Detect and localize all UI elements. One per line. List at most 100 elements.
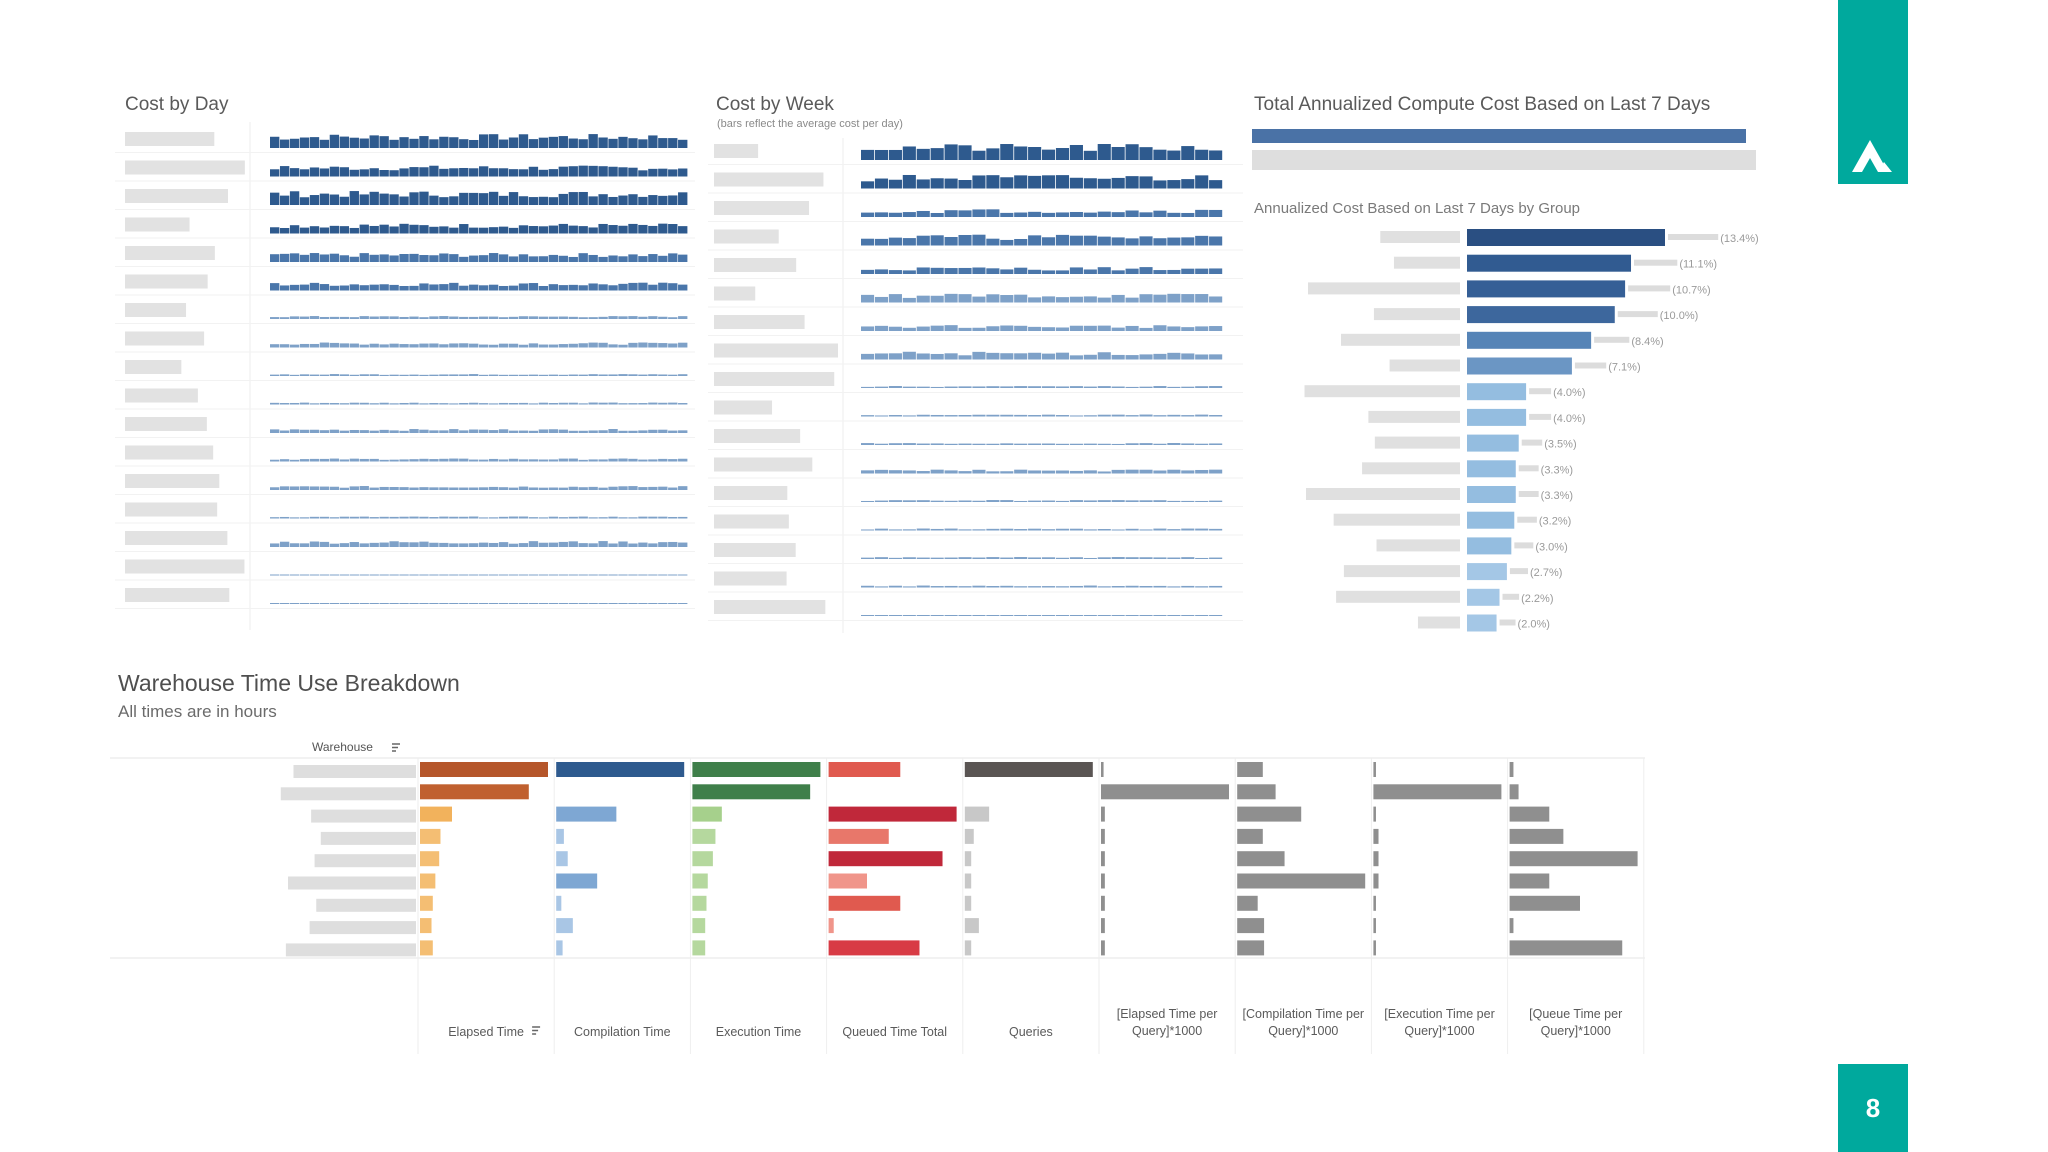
week-row-label (714, 429, 801, 443)
day-bar (618, 541, 628, 547)
day-bar (379, 459, 389, 462)
week-bar (972, 209, 986, 217)
day-bar (618, 603, 628, 604)
day-bar (469, 343, 479, 348)
day-bar (648, 374, 658, 376)
week-bar (874, 212, 889, 217)
week-bar (944, 353, 958, 360)
day-bar (648, 429, 658, 433)
week-bar (1125, 355, 1139, 360)
week-bar (944, 557, 958, 559)
day-bar (379, 284, 389, 291)
week-bar (916, 295, 930, 303)
week-bar (916, 148, 930, 160)
day-bar (439, 458, 449, 462)
day-bar (578, 430, 588, 433)
day-bar (369, 284, 379, 291)
day-bar (419, 343, 429, 348)
day-bar (369, 517, 379, 519)
week-bar (916, 414, 930, 417)
day-bar (379, 542, 389, 547)
day-bar (568, 458, 578, 462)
day-bar (429, 255, 439, 262)
week-bar (1014, 146, 1028, 160)
day-bar (419, 603, 429, 604)
day-bar (528, 517, 539, 519)
week-bar (1125, 528, 1139, 531)
day-bar (299, 197, 310, 205)
warehouse-bar (420, 940, 433, 956)
day-bar (668, 516, 678, 519)
day-bar (668, 402, 678, 405)
day-row-label (125, 217, 190, 232)
group-gray-bar (1668, 234, 1719, 240)
column-sort-icon (532, 1026, 541, 1035)
warehouse-bar (964, 828, 974, 844)
week-bar (986, 528, 1000, 531)
day-bar (618, 256, 628, 262)
week-bar (1125, 176, 1139, 189)
week-bar (1083, 178, 1097, 189)
week-bar (1000, 177, 1014, 189)
week-bar (861, 294, 875, 303)
day-bar (270, 169, 280, 177)
week-bar (1042, 500, 1056, 502)
warehouse-bar (1373, 940, 1376, 956)
week-bar (902, 415, 916, 417)
day-bar (289, 138, 300, 148)
warehouse-bar (556, 806, 617, 822)
day-bar (658, 343, 668, 348)
day-bar (508, 316, 519, 319)
week-bar (1042, 414, 1056, 417)
day-bar (279, 253, 290, 262)
group-pct-label: (7.1%) (1608, 362, 1640, 374)
day-bar (568, 256, 578, 262)
week-bar (1097, 386, 1111, 388)
day-bar (429, 603, 439, 604)
week-bar (944, 585, 958, 588)
warehouse-row-label (311, 809, 416, 823)
day-bar (339, 196, 350, 205)
week-bar (1111, 212, 1125, 217)
week-bar (972, 386, 986, 388)
day-bar (628, 138, 638, 148)
day-bar (419, 317, 429, 319)
week-bar (930, 615, 944, 616)
group-gray-bar (1634, 259, 1678, 266)
day-bar (558, 344, 568, 348)
day-bar (459, 458, 469, 462)
week-bar (888, 615, 902, 616)
day-bar (369, 574, 379, 576)
week-bar (1167, 326, 1181, 331)
day-bar (339, 487, 350, 490)
day-bar (389, 603, 399, 604)
week-bar (1209, 150, 1223, 160)
week-bar (1167, 150, 1181, 160)
week-bar (972, 529, 986, 531)
day-bar (508, 343, 519, 348)
group-pct-label: (2.7%) (1530, 567, 1562, 579)
day-bar (439, 316, 449, 319)
week-bar (1000, 443, 1014, 445)
day-bar (678, 139, 688, 148)
day-bar (618, 225, 628, 234)
week-bar (1195, 528, 1209, 531)
day-bar (598, 430, 608, 433)
warehouse-bar (1509, 895, 1580, 911)
group-pct-label: (2.2%) (1521, 593, 1553, 605)
day-bar (429, 343, 439, 348)
group-bar (1467, 383, 1527, 401)
week-bar (958, 415, 972, 417)
group-pct-label: (3.5%) (1544, 439, 1576, 451)
day-bar (349, 374, 359, 376)
week-bar (972, 150, 986, 160)
day-bar (588, 165, 598, 177)
day-bar (608, 166, 618, 177)
day-bar (528, 197, 539, 205)
day-bar (498, 516, 509, 519)
day-bar (538, 459, 549, 462)
day-bar (399, 254, 409, 262)
warehouse-row-label (314, 854, 416, 868)
day-bar (638, 459, 648, 462)
day-bar (668, 317, 678, 319)
